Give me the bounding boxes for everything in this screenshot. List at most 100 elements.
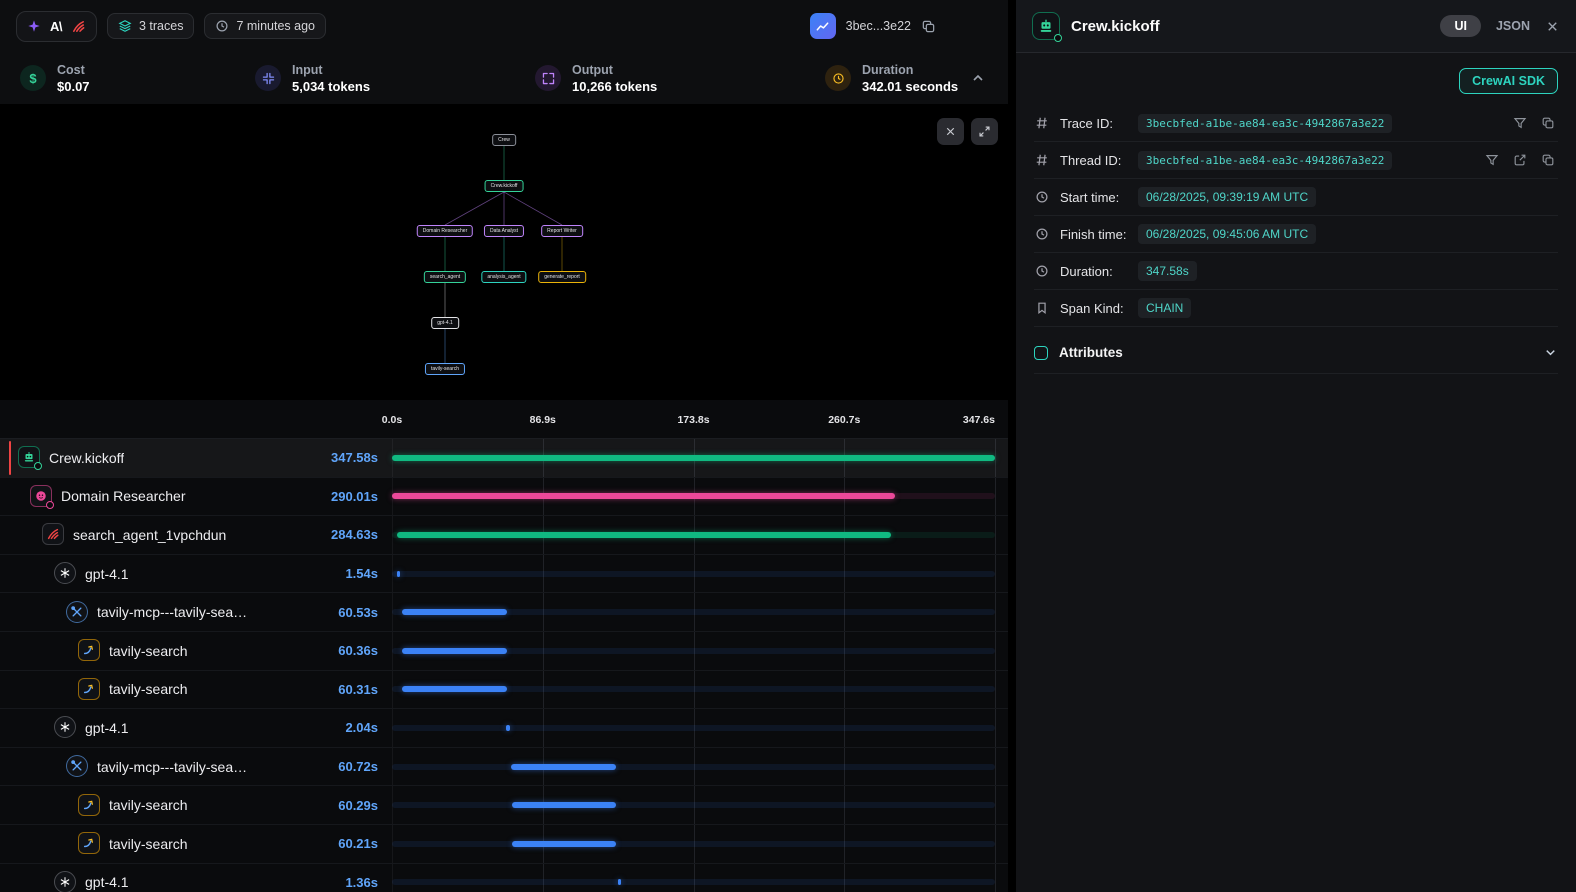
logo-group: A\ [16,11,97,42]
field-actions [1485,153,1558,167]
stat-value: 10,266 tokens [572,79,657,94]
stat-value: $0.07 [57,79,90,94]
openai-icon [54,871,76,892]
hash-icon [1034,116,1050,130]
span-bar [392,455,995,461]
stat-input: Input5,034 tokens [255,63,535,94]
stat-label: Input [292,63,370,77]
field-value: 347.58s [1138,261,1197,281]
span-duration: 60.21s [338,836,378,851]
tools-icon [66,755,88,778]
field-label: Duration: [1060,264,1138,279]
external-link-icon[interactable] [1513,153,1528,167]
clock-icon [1034,227,1050,241]
clock-icon [1034,190,1050,204]
span-row[interactable]: gpt-4.11.36s [0,864,1008,892]
graph-node-generate[interactable]: generate_report [538,271,586,283]
copy-icon[interactable] [921,19,936,34]
expand-graph-button[interactable] [971,118,998,145]
tab-ui[interactable]: UI [1440,15,1481,37]
sdk-badge-row: CrewAI SDK [1016,53,1576,105]
span-row[interactable]: Domain Researcher290.01s [0,478,1008,517]
span-details-panel: Crew.kickoff UI JSON CrewAI SDK Trace ID… [1016,0,1576,892]
tools-icon [66,601,88,624]
graph-node-writer[interactable]: Report Writer [541,225,583,237]
field-value: 3becbfed-a1be-ae84-ea3c-4942867a3e22 [1138,151,1392,170]
openai-icon [54,716,76,739]
traces-count-badge[interactable]: 3 traces [107,13,194,39]
span-row[interactable]: tavily-search60.36s [0,632,1008,671]
span-bar [392,493,895,499]
chart-icon[interactable] [810,13,836,39]
graph-node-analysis[interactable]: analysis_agent [481,271,526,283]
stat-label: Cost [57,63,90,77]
attributes-label: Attributes [1059,345,1123,360]
clock-icon [825,65,851,91]
span-bar [512,841,616,847]
close-icon[interactable] [1545,19,1560,34]
trace-overview-panel: A\ 3 traces 7 minutes ago 3bec...3e22 [0,0,1008,892]
span-name: Domain Researcher [61,488,186,504]
span-name: tavily-mcp---tavily-sea… [97,604,247,620]
span-row[interactable]: tavily-search60.29s [0,786,1008,825]
graph-node-gpt[interactable]: gpt-4.1 [431,317,459,329]
sdk-badge: CrewAI SDK [1459,68,1558,94]
span-bar [402,648,507,654]
crewai-logo-icon [71,19,86,34]
details-tabs: UI JSON [1440,15,1560,37]
tavily-icon [78,832,100,855]
span-name: gpt-4.1 [85,720,129,736]
graph-node-data[interactable]: Data Analyst [484,225,524,237]
filter-icon[interactable] [1485,153,1500,167]
span-title: Crew.kickoff [1071,18,1160,35]
chevron-down-icon [1543,345,1558,360]
axis-tick: 173.8s [677,414,709,426]
detail-field-start-time: Start time:06/28/2025, 09:39:19 AM UTC [1034,179,1558,216]
stat-value: 342.01 seconds [862,79,958,94]
span-row[interactable]: Crew.kickoff347.58s [0,439,1008,478]
close-graph-button[interactable] [937,118,964,145]
stat-label: Duration [862,63,958,77]
span-row[interactable]: tavily-mcp---tavily-sea…60.53s [0,593,1008,632]
openai-icon [54,562,76,585]
span-name: tavily-search [109,836,188,852]
span-bar-track [392,478,995,516]
field-value: 06/28/2025, 09:45:06 AM UTC [1138,224,1316,244]
span-row[interactable]: tavily-search60.31s [0,671,1008,710]
span-duration: 60.31s [338,682,378,697]
span-duration: 1.54s [345,566,378,581]
span-bar-track [392,825,995,863]
input-tokens-icon [255,65,281,91]
graph-node-search[interactable]: search_agent [424,271,466,283]
stat-duration: Duration 342.01 seconds [825,63,968,94]
span-bar [512,802,617,808]
clock-icon [215,19,229,33]
span-row[interactable]: tavily-mcp---tavily-sea…60.72s [0,748,1008,787]
layers-icon [118,19,132,33]
attributes-section[interactable]: Attributes [1034,332,1558,374]
filter-icon[interactable] [1513,116,1528,130]
span-name: tavily-search [109,643,188,659]
graph-node-tavily[interactable]: tavily-search [425,363,465,375]
span-row[interactable]: gpt-4.12.04s [0,709,1008,748]
span-row[interactable]: search_agent_1vpchdun284.63s [0,516,1008,555]
graph-controls [937,118,998,145]
span-bar-track [392,439,995,477]
attributes-icon [1034,346,1048,360]
span-row[interactable]: tavily-search 60.21s [0,825,1008,864]
chevron-up-icon[interactable] [968,68,988,88]
copy-icon[interactable] [1541,153,1556,167]
stats-bar: $Cost$0.07Input5,034 tokensOutput10,266 … [0,52,1008,104]
field-label: Thread ID: [1060,153,1138,168]
tab-json[interactable]: JSON [1496,19,1530,33]
graph-node-crew[interactable]: Crew [492,134,516,146]
timeline-rows: Crew.kickoff347.58sDomain Researcher290.… [0,438,1008,892]
span-bar [397,571,400,577]
span-row[interactable]: gpt-4.11.54s [0,555,1008,594]
graph-node-domain[interactable]: Domain Researcher [417,225,473,237]
timeline-axis: 0.0s86.9s173.8s260.7s347.6s [0,400,1008,438]
graph-node-kickoff[interactable]: Crew.kickoff [485,180,524,192]
span-bar-track [392,709,995,747]
agent-icon [30,485,52,508]
copy-icon[interactable] [1541,116,1556,130]
